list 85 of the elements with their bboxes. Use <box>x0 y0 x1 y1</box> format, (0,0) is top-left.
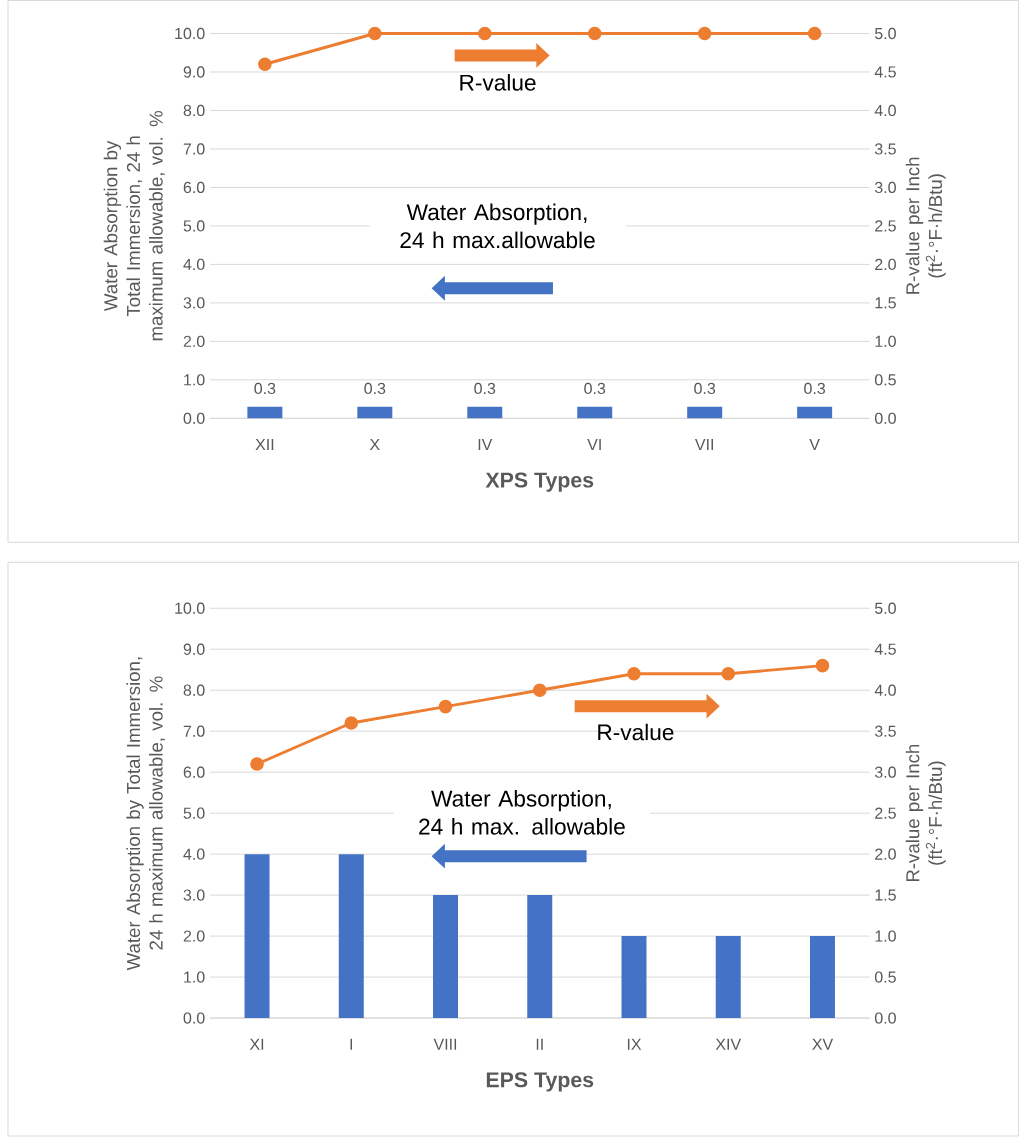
y-tick-label: 3.0 <box>183 889 205 901</box>
x-axis-title: EPS Types <box>487 1072 594 1092</box>
x-tick-label: XIV <box>715 1038 742 1050</box>
y-tick-label: 3.0 <box>183 297 205 309</box>
y2-tick-label: 0.5 <box>875 374 897 386</box>
data-label: 0.3 <box>474 382 496 395</box>
bar <box>810 936 836 1019</box>
data-label: 0.3 <box>584 382 606 395</box>
y-tick-label: 4.0 <box>183 848 205 860</box>
bar <box>621 936 647 1019</box>
x-tick-label: VIII <box>433 1038 457 1050</box>
y2-tick-label: 0.0 <box>875 1012 897 1024</box>
x-tick-label: XII <box>255 439 274 451</box>
x-tick-label: X <box>370 439 381 451</box>
bar <box>244 854 270 1019</box>
point <box>438 699 453 714</box>
x-tick-label: XV <box>812 1038 834 1050</box>
y-tick-label: 6.0 <box>184 766 205 778</box>
y2-tick-label: 3.5 <box>875 143 897 155</box>
y-axis-title: Water Absorption by Total Immersion, 24 h maximum allowable, vol. % <box>126 657 166 971</box>
y2-tick-label: 1.5 <box>875 889 897 901</box>
x-tick-label: VI <box>587 439 602 451</box>
annotation: R-value <box>598 723 674 741</box>
x-tick-label: XI <box>250 1038 264 1050</box>
data-label: 0.3 <box>254 382 276 395</box>
y-tick-label: 8.0 <box>183 104 205 117</box>
y-tick-label: 0.0 <box>183 412 205 424</box>
y-tick-label: 1.0 <box>184 374 205 386</box>
y-tick-label: 10.0 <box>175 602 205 614</box>
y2-tick-label: 0.5 <box>875 971 897 983</box>
y-tick-label: 7.0 <box>184 143 205 155</box>
bar <box>339 854 364 1019</box>
x-tick-label: II <box>537 1038 543 1050</box>
x-tick-label: V <box>809 439 821 451</box>
y2-tick-label: 3.0 <box>875 181 897 194</box>
y2-tick-label: 3.0 <box>875 766 897 778</box>
y-tick-label: 10.0 <box>175 27 205 40</box>
point <box>344 716 359 730</box>
y-tick-label: 5.0 <box>183 220 205 232</box>
y-tick-label: 2.0 <box>183 930 205 942</box>
point <box>250 757 265 771</box>
y-tick-label: 6.0 <box>184 181 205 194</box>
y-tick-label: 9.0 <box>183 66 205 78</box>
y2-tick-label: 5.0 <box>875 27 897 40</box>
point <box>815 658 830 673</box>
y2-tick-label: 4.0 <box>874 684 897 696</box>
y-tick-label: 4.0 <box>183 258 205 271</box>
y2-tick-label: 1.0 <box>875 930 897 942</box>
y2-tick-label: 1.0 <box>875 335 897 348</box>
y-tick-label: 5.0 <box>183 807 205 819</box>
annotation: Water Absorption, 24 h max. allowable <box>419 790 626 835</box>
y-tick-label: 0.0 <box>183 1012 205 1024</box>
y2-tick-label: 4.0 <box>874 104 897 117</box>
data-label: 0.3 <box>364 382 386 395</box>
point <box>721 667 736 681</box>
y2-tick-label: 2.5 <box>875 807 897 819</box>
y2-tick-label: 4.5 <box>874 66 897 78</box>
bar <box>527 895 553 1019</box>
point <box>533 683 547 698</box>
x-tick-label: IV <box>478 439 493 451</box>
y-axis-title: Water Absorption by Total Immersion, 24 h maximum allowable, vol. % <box>103 111 166 341</box>
y2-tick-label: 0.0 <box>875 412 897 424</box>
annotation: R-value <box>460 74 536 91</box>
y2-tick-label: 5.0 <box>875 602 897 614</box>
data-label: 0.3 <box>804 382 826 395</box>
bar <box>433 895 459 1019</box>
annotation: Water Absorption, 24 h max.allowable <box>400 203 595 249</box>
y-tick-label: 8.0 <box>183 684 205 696</box>
y2-tick-label: 1.5 <box>875 297 897 309</box>
y2-tick-label: 4.5 <box>874 643 897 655</box>
y2-tick-label: 2.0 <box>875 848 897 860</box>
point <box>627 667 642 681</box>
x-tick-label: VII <box>695 439 714 451</box>
y2-tick-label: 2.0 <box>875 258 897 271</box>
x-tick-label: IX <box>628 1038 642 1050</box>
y-tick-label: 7.0 <box>184 725 205 737</box>
x-axis-title: XPS Types <box>485 472 594 492</box>
y-tick-label: 2.0 <box>183 335 205 348</box>
x-tick-label: I <box>350 1038 353 1050</box>
y2-tick-label: 2.5 <box>875 220 897 232</box>
y-tick-label: 9.0 <box>183 643 205 655</box>
y2-tick-label: 3.5 <box>875 725 897 737</box>
y-tick-label: 1.0 <box>184 971 205 983</box>
bar <box>715 936 741 1019</box>
data-label: 0.3 <box>694 382 716 395</box>
